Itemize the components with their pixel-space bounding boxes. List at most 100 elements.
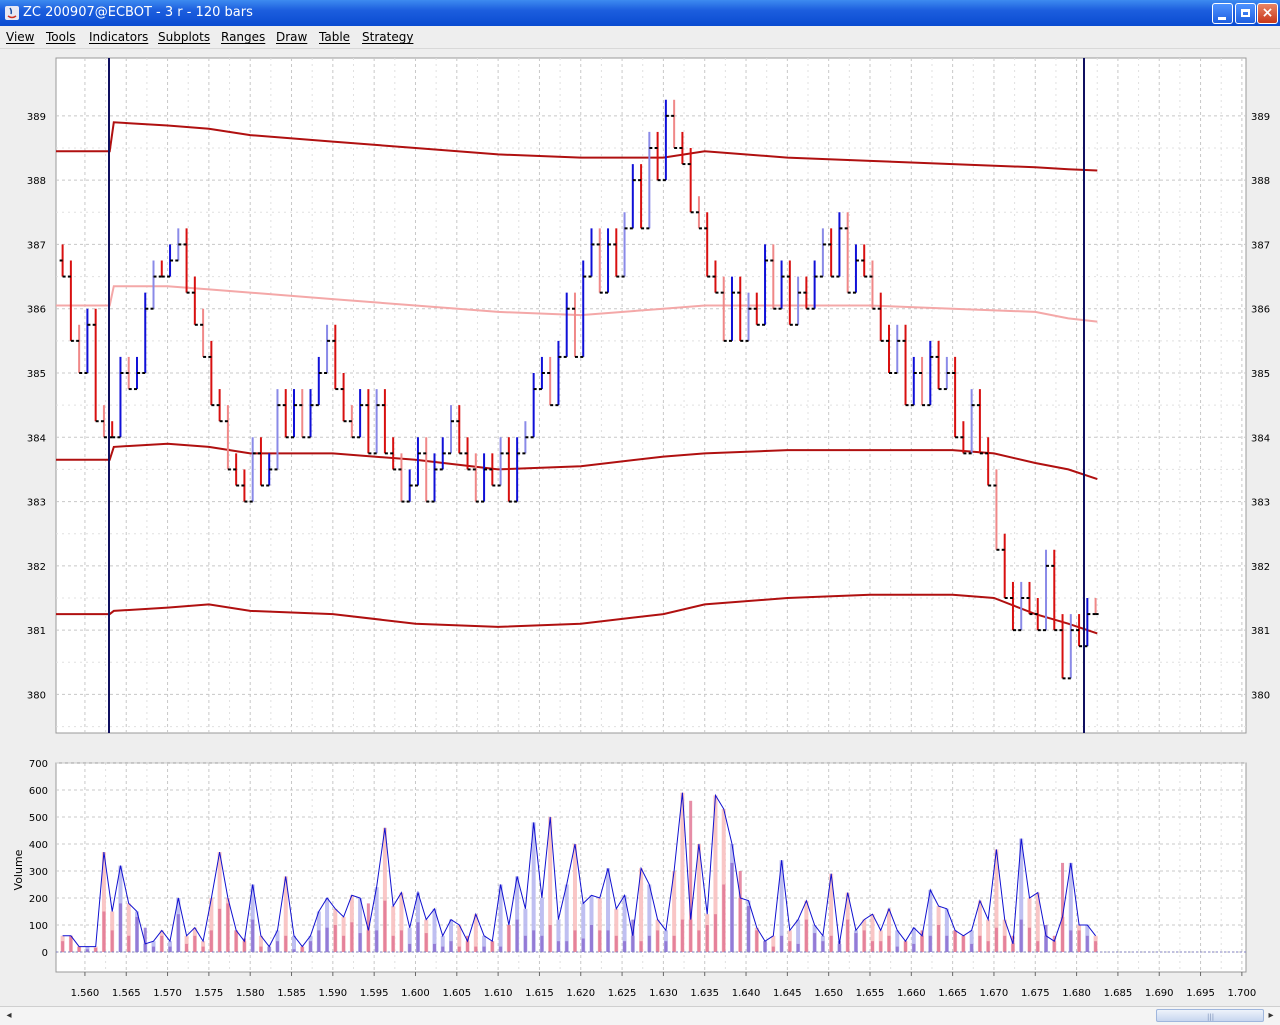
volume-bar-inner [862, 930, 866, 952]
minimize-button[interactable] [1212, 3, 1233, 24]
price-tick-label-right: 389 [1251, 112, 1270, 123]
price-tick-label-left: 382 [27, 562, 46, 573]
minimize-icon [1218, 17, 1226, 20]
volume-bar [944, 908, 949, 952]
x-tick-label: 1.575 [195, 988, 224, 999]
volume-bar-inner [490, 941, 494, 952]
volume-bar-inner [614, 935, 618, 952]
volume-bar [473, 914, 478, 952]
volume-bar-inner [680, 919, 684, 952]
volume-bar-inner [1019, 919, 1023, 952]
x-tick-label: 1.585 [277, 988, 306, 999]
volume-bar-inner [1003, 935, 1007, 952]
menu-table[interactable]: Table [319, 30, 351, 44]
volume-bar-inner [1027, 927, 1031, 952]
volume-bar [986, 919, 991, 952]
volume-bar [391, 906, 396, 952]
menu-strategy[interactable]: Strategy [362, 30, 414, 44]
volume-bar-inner [69, 935, 73, 952]
volume-bar-inner [399, 930, 403, 952]
horizontal-scrollbar[interactable]: ◂ ||| ▸ [0, 1006, 1280, 1025]
volume-bar-inner [218, 908, 222, 952]
volume-bar [680, 792, 685, 952]
volume-bar [548, 817, 553, 952]
volume-bar-inner [532, 930, 536, 952]
volume-bar-inner [656, 930, 660, 952]
volume-bar-inner [408, 943, 412, 952]
volume-bar-inner [432, 943, 436, 952]
volume-bar-inner [763, 941, 767, 952]
menu-indicators[interactable]: Indicators [89, 30, 149, 44]
x-tick-label: 1.580 [236, 988, 265, 999]
volume-bar-inner [796, 943, 800, 952]
volume-bar-inner [523, 935, 527, 952]
volume-bar-inner [730, 862, 734, 952]
grip-icon: ||| [1207, 1013, 1215, 1021]
volume-tick-label: 100 [29, 921, 48, 932]
volume-bar-inner [300, 946, 304, 952]
volume-bar-inner [358, 933, 362, 952]
x-tick-label: 1.675 [1021, 988, 1050, 999]
volume-tick-label: 500 [29, 813, 48, 824]
volume-bar [581, 903, 586, 952]
volume-bar-inner [705, 925, 709, 952]
x-tick-label: 1.590 [319, 988, 348, 999]
volume-bar-inner [672, 935, 676, 952]
maximize-button[interactable] [1235, 3, 1256, 24]
price-plot-background[interactable] [55, 57, 1247, 734]
price-tick-label-left: 387 [27, 240, 46, 251]
volume-bar-inner [821, 941, 825, 952]
volume-bar-inner [829, 935, 833, 952]
menu-view[interactable]: View [6, 30, 35, 44]
volume-axis: 700 600 500 400 300 200 100 0 [29, 759, 48, 959]
volume-bar-inner [813, 933, 817, 952]
close-button[interactable]: × [1257, 3, 1278, 24]
scrollbar-thumb[interactable]: ||| [1156, 1009, 1264, 1022]
volume-bar [482, 935, 487, 952]
volume-bar-inner [928, 935, 932, 952]
volume-bar [1019, 838, 1024, 952]
volume-bar-inner [920, 930, 924, 952]
volume-bar [969, 930, 974, 952]
volume-bar-inner [160, 935, 164, 952]
volume-bar [440, 935, 445, 952]
menu-ranges[interactable]: Ranges [221, 30, 266, 44]
volume-bar-inner [713, 914, 717, 952]
price-tick-label-right: 386 [1251, 305, 1270, 316]
volume-bar-inner [424, 933, 428, 952]
x-tick-label: 1.700 [1228, 988, 1257, 999]
volume-bar [639, 868, 644, 952]
x-tick-label: 1.690 [1145, 988, 1174, 999]
volume-bar [531, 822, 536, 952]
volume-bar-inner [309, 941, 313, 952]
volume-bar-inner [110, 930, 114, 952]
x-tick-label: 1.560 [71, 988, 100, 999]
volume-bar [887, 908, 891, 952]
volume-bar [721, 808, 726, 952]
volume-bar-inner [350, 922, 354, 952]
volume-bar-inner [507, 925, 511, 952]
volume-bar-inner [747, 906, 751, 952]
volume-bar-inner [466, 935, 470, 952]
volume-bar [870, 914, 875, 952]
menu-draw[interactable]: Draw [276, 30, 308, 44]
volume-bars [60, 792, 1098, 952]
volume-bar-inner [259, 946, 263, 952]
volume-bar [258, 935, 263, 952]
price-tick-label-left: 389 [27, 112, 46, 123]
volume-bar-inner [251, 919, 255, 952]
menu-subplots[interactable]: Subplots [158, 30, 211, 44]
volume-bar [325, 898, 330, 952]
volume-bar-inner [565, 941, 569, 952]
volume-bar-inner [870, 941, 874, 952]
volume-bar [126, 903, 131, 952]
x-tick-label: 1.645 [773, 988, 802, 999]
x-tick-label: 1.660 [897, 988, 926, 999]
volume-bar-inner [1094, 941, 1098, 952]
scroll-right-icon[interactable]: ▸ [1268, 1010, 1274, 1021]
x-tick-label: 1.650 [814, 988, 843, 999]
scroll-left-icon[interactable]: ◂ [6, 1010, 12, 1021]
menu-tools[interactable]: Tools [46, 30, 76, 44]
volume-bar-inner [639, 941, 643, 952]
